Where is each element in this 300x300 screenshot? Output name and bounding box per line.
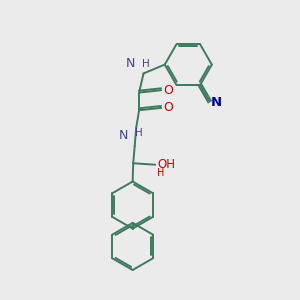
Text: N: N <box>211 96 222 109</box>
Text: H: H <box>157 168 164 178</box>
Text: N: N <box>126 58 135 70</box>
Text: OH: OH <box>157 158 175 171</box>
Text: H: H <box>142 59 150 69</box>
Text: N: N <box>118 129 128 142</box>
Text: O: O <box>163 101 173 114</box>
Text: H: H <box>135 128 142 138</box>
Text: O: O <box>163 84 173 97</box>
